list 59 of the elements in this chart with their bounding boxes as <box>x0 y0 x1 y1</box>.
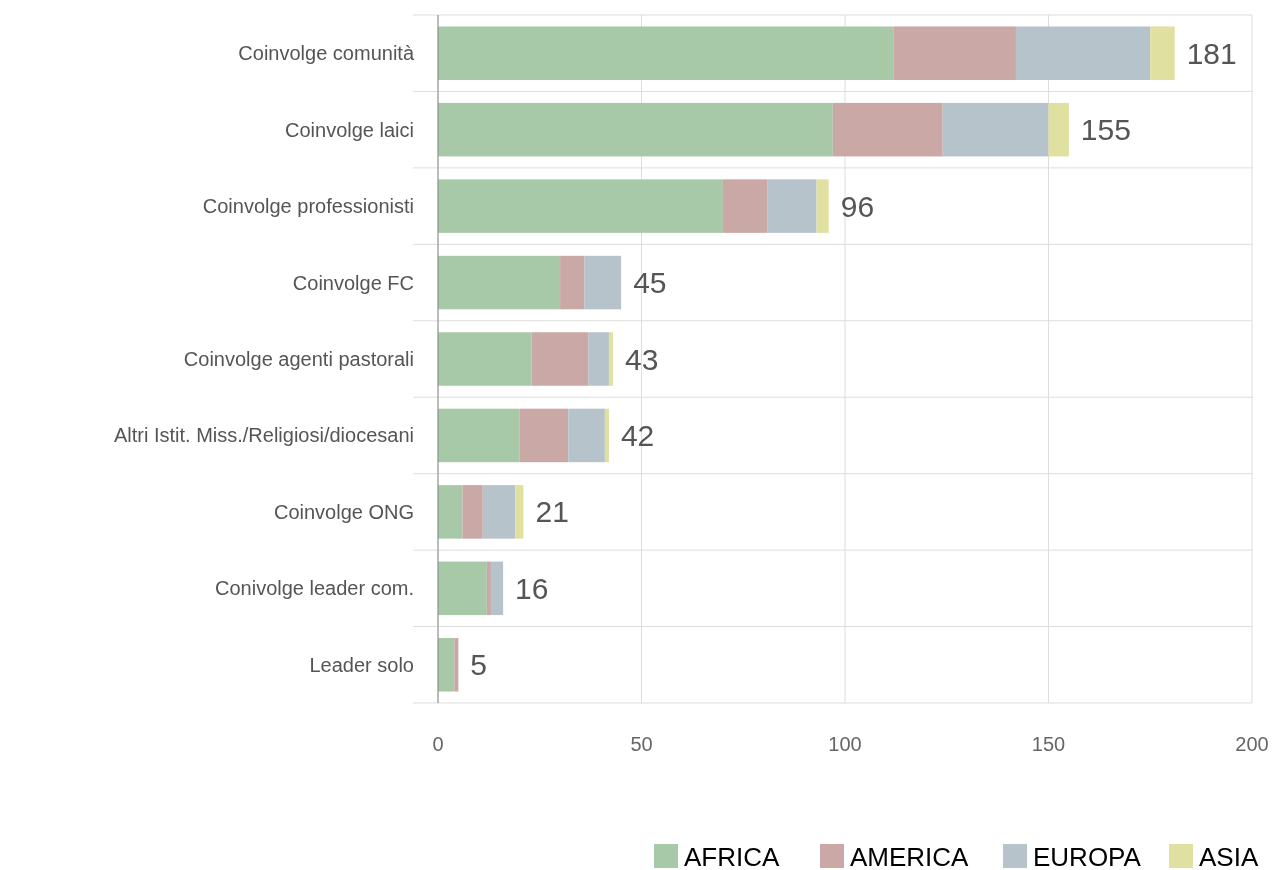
legend-label: AFRICA <box>684 842 780 870</box>
y-tick-label: Coinvolge laici <box>285 118 414 141</box>
bar <box>531 332 589 386</box>
x-tick-label: 50 <box>630 733 653 755</box>
bar <box>608 332 614 386</box>
bar <box>722 179 768 233</box>
bar <box>588 332 609 386</box>
bar <box>1150 26 1175 80</box>
bar <box>832 102 943 157</box>
total-label: 16 <box>515 571 549 605</box>
bar <box>519 408 569 463</box>
bar <box>1048 102 1069 157</box>
bar <box>816 179 829 233</box>
total-label: 43 <box>625 342 659 376</box>
bar <box>438 179 723 233</box>
total-label: 96 <box>840 189 875 223</box>
legend-label: ASIA <box>1199 842 1259 870</box>
y-tick-label: Coinvolge comunità <box>238 42 415 65</box>
x-tick-label: 150 <box>1031 733 1066 755</box>
y-tick-label: Coinvolge professionisti <box>202 195 414 218</box>
bar <box>438 408 520 463</box>
total-label: 5 <box>470 648 488 682</box>
bar <box>893 26 1016 80</box>
x-tick-label: 0 <box>432 733 444 755</box>
y-tick-label: Coinvolge agenti pastorali <box>183 348 414 370</box>
bar <box>568 408 605 463</box>
bar <box>490 561 504 616</box>
y-tick-label: Conivolge leader com. <box>215 577 414 600</box>
y-tick-label: Leader solo <box>309 653 414 676</box>
total-label: 155 <box>1080 113 1131 147</box>
bar <box>438 332 532 386</box>
y-tick-label: Altri Istit. Miss./Religiosi/diocesani <box>113 424 414 447</box>
bar <box>454 638 459 692</box>
total-label: 181 <box>1186 36 1237 70</box>
x-tick-label: 100 <box>828 733 862 755</box>
y-tick-label: Coinvolge ONG <box>273 500 414 523</box>
bar <box>942 102 1049 157</box>
bar <box>438 638 455 692</box>
bar <box>767 179 817 233</box>
total-label: 45 <box>633 266 667 300</box>
bar <box>482 485 516 539</box>
bar <box>515 485 524 539</box>
bar <box>604 408 609 463</box>
y-tick-label: Coinvolge FC <box>292 271 414 294</box>
bar <box>438 255 561 310</box>
bar <box>438 485 463 539</box>
bar <box>486 561 491 616</box>
bar <box>438 26 894 80</box>
total-label: 21 <box>535 495 569 529</box>
bar <box>462 485 483 539</box>
legend-label: EUROPA <box>1033 842 1142 870</box>
bar <box>1015 26 1151 80</box>
bar <box>438 102 833 157</box>
bar <box>438 561 487 616</box>
bar <box>584 255 622 310</box>
legend-label: AMERICA <box>850 842 970 870</box>
x-tick-label: 200 <box>1235 733 1269 755</box>
bar <box>560 255 585 310</box>
total-label: 42 <box>620 418 655 452</box>
